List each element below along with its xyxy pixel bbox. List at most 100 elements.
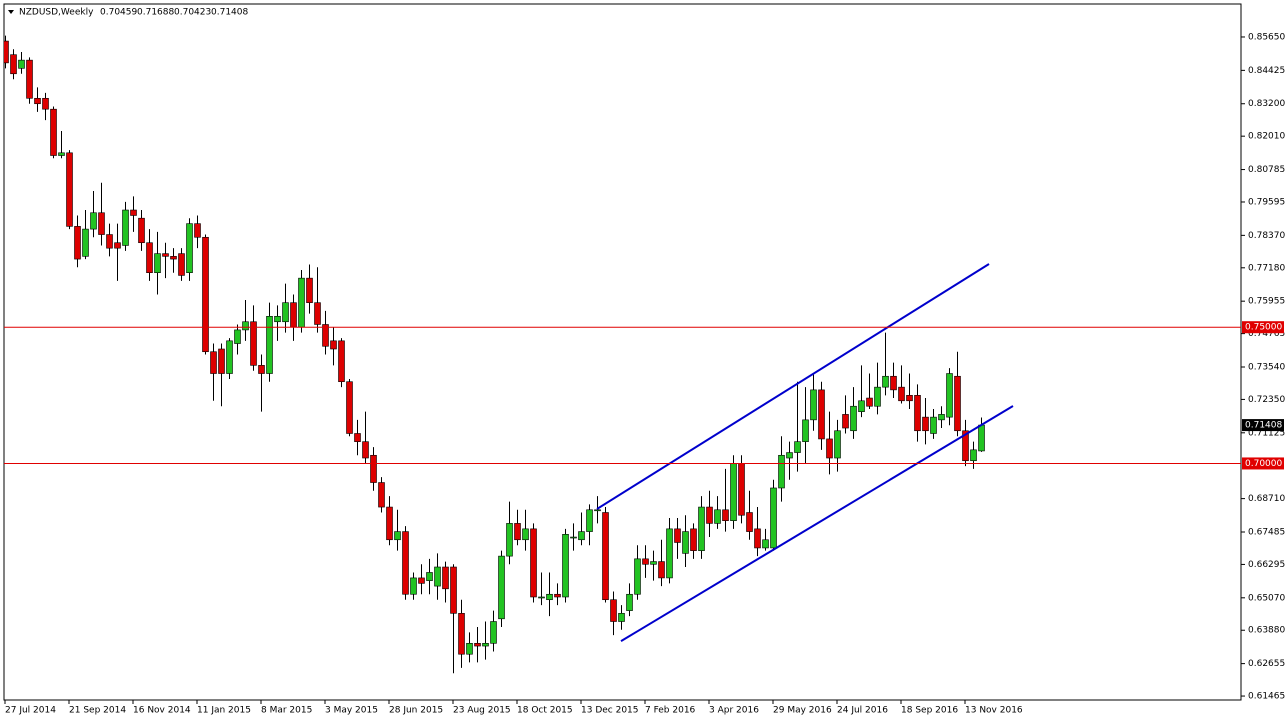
header-close: 0.71408 (211, 8, 248, 18)
candle-body (682, 531, 689, 554)
y-tick-label: 0.68710 (1248, 494, 1285, 504)
y-tick-label: 0.73540 (1248, 362, 1285, 372)
candle-body (282, 302, 289, 323)
candle-body (962, 430, 969, 462)
x-tick-label: 3 Apr 2016 (709, 706, 759, 716)
candle-body (946, 373, 953, 418)
candle-body (722, 509, 729, 521)
x-tick-label: 28 Jun 2015 (389, 706, 443, 716)
x-tick-label: 7 Feb 2016 (645, 706, 696, 716)
candle-body (594, 509, 601, 512)
candle-body (834, 430, 841, 459)
y-tick-label: 0.84425 (1248, 66, 1285, 76)
x-tick-label: 21 Sep 2014 (69, 706, 126, 716)
candle-body (186, 223, 193, 273)
candle-body (242, 321, 249, 331)
candle-body (322, 324, 329, 347)
candle-body (66, 152, 73, 227)
candle-body (290, 302, 297, 328)
candle-body (610, 599, 617, 622)
x-tick-label: 13 Dec 2015 (581, 706, 639, 716)
menu-triangle (8, 10, 14, 14)
candle-body (170, 256, 177, 260)
candle-body (674, 528, 681, 543)
x-tick-label: 29 May 2016 (773, 706, 832, 716)
x-tick-label: 3 May 2015 (325, 706, 378, 716)
x-tick-label: 18 Oct 2015 (517, 706, 573, 716)
x-tick-label: 27 Jul 2014 (5, 706, 56, 716)
candle-body (74, 226, 81, 260)
y-tick-label: 0.66295 (1248, 560, 1285, 570)
price-label: 0.71408 (1245, 421, 1282, 431)
candle-body (362, 441, 369, 459)
level-label-box (1242, 457, 1284, 470)
candle-body (114, 242, 121, 249)
candle-body (98, 212, 105, 235)
candle-body (10, 54, 17, 75)
candle-body (26, 59, 33, 99)
candle-body (762, 539, 769, 549)
candle-body (394, 531, 401, 541)
candle-body (650, 561, 657, 565)
candle-body (130, 209, 137, 216)
candle-body (490, 621, 497, 644)
y-tick-label: 0.83200 (1248, 99, 1285, 109)
candle-body (730, 463, 737, 521)
candle-body (690, 528, 697, 551)
candle-body (146, 242, 153, 273)
x-tick-label: 16 Nov 2014 (133, 706, 191, 716)
candle-body (42, 97, 49, 110)
candle-body (506, 523, 513, 557)
candle-body (826, 438, 833, 459)
candle-body (970, 449, 977, 462)
candle-body (538, 596, 545, 599)
candle-body (530, 528, 537, 598)
header-open: 0.70459 (100, 8, 137, 18)
candle-body (562, 534, 569, 598)
x-tick-label: 23 Aug 2015 (453, 706, 511, 716)
candle-body (338, 340, 345, 383)
candle-body (466, 643, 473, 655)
candle-body (202, 236, 209, 353)
candle-body (786, 452, 793, 459)
candle-body (266, 316, 273, 374)
y-tick-label: 0.63880 (1248, 626, 1285, 636)
candle-body (346, 381, 353, 434)
candle-body (210, 351, 217, 374)
candle-body (866, 397, 873, 407)
candle-body (850, 405, 857, 432)
level-label-box (1242, 321, 1284, 334)
candle-body (642, 558, 649, 565)
candle-body (434, 566, 441, 587)
candle-body (746, 512, 753, 532)
candle-body (178, 253, 185, 276)
y-tick-label: 0.65070 (1248, 593, 1285, 603)
y-tick-label: 0.71125 (1248, 428, 1285, 438)
trend-line (620, 405, 1014, 642)
y-tick-label: 0.82010 (1248, 132, 1285, 142)
price-label-box (1242, 419, 1284, 432)
candle-body (634, 558, 641, 595)
candle-body (874, 386, 881, 407)
candle-body (738, 463, 745, 516)
candle-body (698, 506, 705, 551)
candle-body (890, 375, 897, 391)
candle-body (18, 59, 25, 69)
candle-body (938, 414, 945, 421)
candle-body (90, 212, 97, 230)
candle-body (226, 340, 233, 374)
y-tick-label: 0.62655 (1248, 659, 1285, 669)
candle-body (82, 228, 89, 257)
candle-body (578, 531, 585, 541)
y-tick-label: 0.75955 (1248, 297, 1285, 307)
candle-body (514, 523, 521, 541)
candle-body (234, 329, 241, 344)
candle-body (386, 506, 393, 541)
candle-body (330, 340, 337, 350)
candle-body (706, 506, 713, 524)
candle-body (442, 566, 449, 590)
y-tick-label: 0.67485 (1248, 527, 1285, 537)
candle-body (250, 321, 257, 366)
candle-body (162, 253, 169, 257)
candle-body (922, 416, 929, 432)
